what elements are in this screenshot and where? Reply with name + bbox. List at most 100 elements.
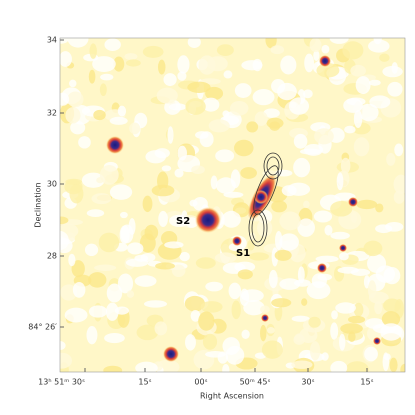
noise-blob — [60, 352, 73, 369]
noise-blob — [89, 43, 97, 59]
noise-blob — [279, 278, 301, 290]
noise-blob — [330, 322, 339, 340]
noise-blob — [215, 149, 235, 163]
noise-blob — [386, 152, 396, 166]
noise-blob — [368, 39, 390, 53]
noise-blob — [177, 71, 187, 81]
noise-blob — [88, 69, 96, 84]
noise-blob — [353, 302, 364, 317]
annotation: S1 — [236, 248, 250, 259]
noise-blob — [329, 38, 349, 44]
noise-blob — [348, 331, 356, 343]
noise-blob — [254, 111, 268, 126]
noise-blob — [308, 316, 321, 328]
noise-blob — [142, 45, 164, 58]
annotation: S2 — [176, 216, 190, 227]
noise-blob — [222, 210, 241, 228]
noise-blob — [280, 55, 297, 75]
noise-blob — [60, 92, 70, 106]
noise-blob — [129, 122, 141, 135]
noise-blob — [125, 258, 149, 267]
source — [106, 136, 124, 154]
noise-blob — [187, 81, 211, 93]
noise-blob — [309, 341, 321, 361]
noise-blob — [68, 253, 76, 267]
noise-blob — [309, 38, 322, 53]
noise-blob — [223, 70, 233, 79]
y-tick-label: 34 — [47, 36, 57, 45]
noise-blob — [167, 126, 174, 144]
noise-blob — [314, 128, 334, 145]
noise-blob — [321, 352, 329, 361]
noise-blob — [142, 195, 153, 213]
noise-blob — [205, 281, 223, 292]
noise-blob — [287, 182, 311, 196]
noise-blob — [303, 200, 310, 209]
noise-blob — [191, 165, 205, 174]
noise-blob — [375, 224, 393, 234]
noise-blob — [269, 121, 281, 131]
noise-blob — [88, 272, 107, 288]
noise-blob — [214, 252, 237, 264]
noise-blob — [291, 315, 310, 322]
noise-blob — [268, 269, 278, 289]
noise-blob — [208, 119, 230, 133]
x-axis-label: Right Ascension — [200, 392, 264, 401]
noise-blob — [266, 327, 275, 334]
x-tick-label: 13ʰ 51ᵐ 30ˢ — [38, 378, 85, 387]
noise-blob — [301, 298, 308, 306]
noise-blob — [189, 199, 198, 207]
noise-blob — [330, 360, 348, 372]
source — [319, 55, 331, 67]
noise-blob — [246, 121, 259, 133]
noise-blob — [93, 109, 106, 121]
noise-blob — [344, 125, 356, 134]
y-tick-label: 30 — [47, 180, 57, 189]
noise-blob — [299, 148, 322, 155]
y-tick-label: 84° 26′ — [28, 323, 57, 332]
source — [163, 346, 179, 362]
noise-blob — [260, 324, 267, 342]
noise-blob — [379, 53, 390, 62]
noise-blob — [350, 64, 366, 77]
contour — [266, 156, 280, 176]
noise-blob — [225, 345, 245, 365]
source — [232, 236, 242, 246]
noise-blob — [60, 38, 69, 44]
noise-blob — [306, 281, 331, 300]
noise-blob — [60, 51, 72, 67]
noise-blob — [387, 81, 403, 97]
noise-blob — [105, 302, 119, 321]
noise-blob — [164, 241, 184, 249]
noise-blob — [239, 288, 250, 307]
contour — [251, 213, 265, 243]
noise-blob — [324, 225, 333, 236]
noise-blob — [174, 168, 184, 178]
noise-blob — [151, 184, 175, 197]
noise-blob — [195, 257, 216, 269]
noise-blob — [241, 329, 250, 339]
x-tick-label: 00ˢ — [194, 378, 207, 387]
noise-blob — [161, 165, 172, 172]
noise-blob — [394, 143, 404, 157]
noise-blob — [389, 357, 398, 372]
noise-blob — [365, 318, 385, 329]
noise-blob — [297, 218, 315, 237]
noise-blob — [184, 295, 206, 312]
noise-blob — [297, 266, 305, 284]
noise-blob — [338, 252, 349, 261]
noise-blob — [317, 273, 333, 281]
noise-blob — [293, 133, 308, 149]
noise-blob — [143, 300, 168, 308]
noise-blob — [363, 240, 383, 257]
noise-blob — [124, 53, 138, 60]
noise-blob — [345, 361, 369, 372]
source — [254, 190, 268, 204]
noise-blob — [195, 131, 209, 139]
y-tick-label: 32 — [47, 109, 57, 118]
noise-blob — [120, 211, 128, 219]
noise-blob — [342, 41, 364, 60]
noise-blob — [65, 107, 81, 124]
noise-blob — [117, 105, 127, 117]
